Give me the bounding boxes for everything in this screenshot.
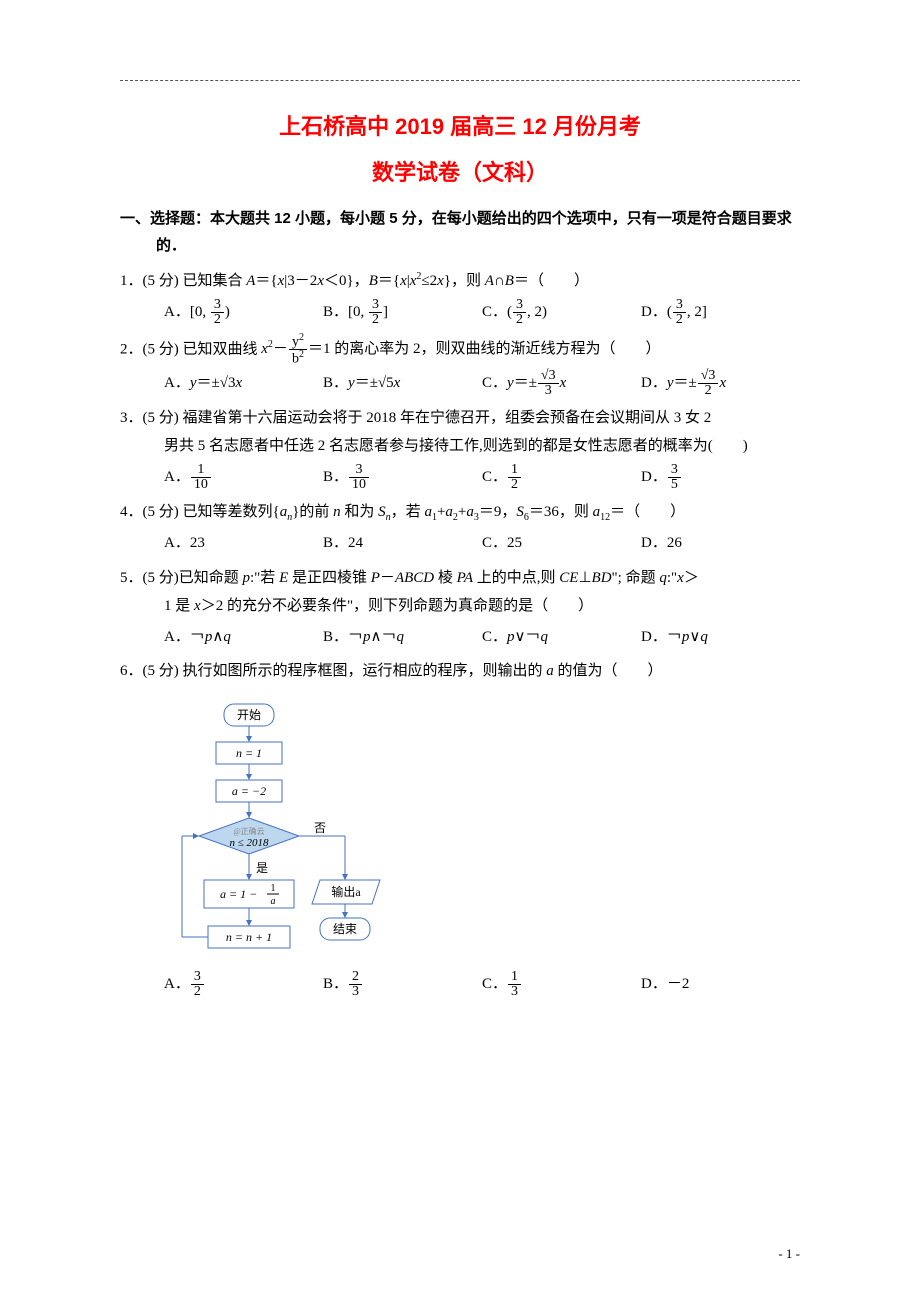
q2-opt-d: D．y＝±√32x xyxy=(641,369,800,398)
q6-options: A．32 B．23 C．13 D．－2 xyxy=(120,970,800,999)
q3-stem-cont: 男共 5 名志愿者中任选 2 名志愿者参与接待工作,则选到的都是女性志愿者的概率… xyxy=(120,432,800,461)
q3-opt-c: C．12 xyxy=(482,463,641,492)
q4-prefix: 4．(5 分) xyxy=(120,504,183,520)
q1-body: A＝{x|3－2x＜0}，B＝{x|x2≤2x}，则 A∩B＝（ ） xyxy=(246,273,589,289)
q1-options: A．[0, 32) B．[0, 32] C．(32, 2) D．(32, 2] xyxy=(120,298,800,327)
q3-options: A．110 B．310 C．12 D．35 xyxy=(120,463,800,492)
q6-opt-a: A．32 xyxy=(164,970,323,999)
q5-opt-a: A．￢p∧q xyxy=(164,623,323,652)
q5-opt-c: C．p∨￢q xyxy=(482,623,641,652)
q3-body: 福建省第十六届运动会将于 2018 年在宁德召开，组委会预备在会议期间从 3 女… xyxy=(183,410,712,426)
q2-opt-a: A．y＝±√3x xyxy=(164,369,323,398)
fc-a2: a = −2 xyxy=(232,784,266,798)
q1-opt-a: A．[0, 32) xyxy=(164,298,323,327)
question-6: 6．(5 分) 执行如图所示的程序框图，运行相应的程序，则输出的 a 的值为（ … xyxy=(120,657,800,999)
question-3: 3．(5 分) 福建省第十六届运动会将于 2018 年在宁德召开，组委会预备在会… xyxy=(120,404,800,492)
q5-opt-d: D．￢p∨q xyxy=(641,623,800,652)
question-1: 1．(5 分) 已知集合 A＝{x|3－2x＜0}，B＝{x|x2≤2x}，则 … xyxy=(120,267,800,327)
q1-stem: 1．(5 分) 已知集合 A＝{x|3－2x＜0}，B＝{x|x2≤2x}，则 … xyxy=(120,267,800,296)
q3-stem: 3．(5 分) 福建省第十六届运动会将于 2018 年在宁德召开，组委会预备在会… xyxy=(120,404,800,433)
q2-opt-c: C．y＝±√33x xyxy=(482,369,641,398)
title-line1: 上石桥高中 2019 届高三 12 月份月考 xyxy=(120,109,800,141)
q4-opt-d: D．26 xyxy=(641,529,800,558)
q5-prefix: 5．(5 分) xyxy=(120,570,179,586)
q4-opt-a: A．23 xyxy=(164,529,323,558)
q6-opt-b: B．23 xyxy=(323,970,482,999)
q5-options: A．￢p∧q B．￢p∧￢q C．p∨￢q D．￢p∨q xyxy=(120,623,800,652)
q1-prefix: 1．(5 分) 已知集合 xyxy=(120,273,246,289)
q3-opt-a: A．110 xyxy=(164,463,323,492)
q6-opt-c: C．13 xyxy=(482,970,641,999)
q3-opt-b: B．310 xyxy=(323,463,482,492)
title-line2: 数学试卷（文科） xyxy=(120,155,800,187)
q2-body: x2－y2b2＝1 的离心率为 2，则双曲线的渐近线方程为（ ） xyxy=(261,341,660,357)
flowchart: 开始 n = 1 a = −2 @正确云 n ≤ 2018 否 xyxy=(120,694,800,964)
q2-opt-b: B．y＝±√5x xyxy=(323,369,482,398)
fc-n1: n = 1 xyxy=(236,746,262,760)
q2-stem: 2．(5 分) 已知双曲线 x2－y2b2＝1 的离心率为 2，则双曲线的渐近线… xyxy=(120,333,800,367)
question-4: 4．(5 分) 已知等差数列{an}的前 n 和为 Sn，若 a1+a2+a3＝… xyxy=(120,498,800,558)
svg-text:a: a xyxy=(271,896,276,907)
q3-opt-d: D．35 xyxy=(641,463,800,492)
q2-options: A．y＝±√3x B．y＝±√5x C．y＝±√33x D．y＝±√32x xyxy=(120,369,800,398)
fc-start: 开始 xyxy=(237,708,261,722)
question-5: 5．(5 分)已知命题 p:"若 E 是正四棱锥 P－ABCD 棱 PA 上的中… xyxy=(120,564,800,652)
q5-opt-b: B．￢p∧￢q xyxy=(323,623,482,652)
q1-opt-d: D．(32, 2] xyxy=(641,298,800,327)
q4-stem: 4．(5 分) 已知等差数列{an}的前 n 和为 Sn，若 a1+a2+a3＝… xyxy=(120,498,800,527)
q5-stem-cont: 1 是 x＞2 的充分不必要条件"，则下列命题为真命题的是（ ） xyxy=(120,592,800,621)
svg-text:a = 1 −: a = 1 − xyxy=(220,887,257,901)
fc-out: 输出a xyxy=(331,884,361,899)
fc-inc: n = n + 1 xyxy=(226,930,272,944)
top-divider xyxy=(120,80,800,81)
q3-prefix: 3．(5 分) xyxy=(120,410,183,426)
fc-end: 结束 xyxy=(333,922,357,936)
page: 上石桥高中 2019 届高三 12 月份月考 数学试卷（文科） 一、选择题：本大… xyxy=(0,0,920,1302)
fc-yes: 是 xyxy=(256,861,268,875)
q5-body: 已知命题 p:"若 E 是正四棱锥 P－ABCD 棱 PA 上的中点,则 CE⊥… xyxy=(179,570,699,586)
svg-text:1: 1 xyxy=(271,883,276,894)
flowchart-svg: 开始 n = 1 a = −2 @正确云 n ≤ 2018 否 xyxy=(164,694,394,964)
q6-opt-d: D．－2 xyxy=(641,970,800,999)
page-number: - 1 - xyxy=(778,1246,800,1262)
q5-stem: 5．(5 分)已知命题 p:"若 E 是正四棱锥 P－ABCD 棱 PA 上的中… xyxy=(120,564,800,593)
fc-no: 否 xyxy=(314,821,326,835)
q6-prefix: 6．(5 分) xyxy=(120,663,183,679)
q1-opt-c: C．(32, 2) xyxy=(482,298,641,327)
fc-watermark: @正确云 xyxy=(233,826,264,836)
q4-body: 已知等差数列{an}的前 n 和为 Sn，若 a1+a2+a3＝9，S6＝36，… xyxy=(183,504,686,520)
q6-stem: 6．(5 分) 执行如图所示的程序框图，运行相应的程序，则输出的 a 的值为（ … xyxy=(120,657,800,686)
q4-opt-b: B．24 xyxy=(323,529,482,558)
q2-prefix: 2．(5 分) 已知双曲线 xyxy=(120,341,261,357)
q6-body: 执行如图所示的程序框图，运行相应的程序，则输出的 a 的值为（ ） xyxy=(183,663,663,679)
fc-cond: n ≤ 2018 xyxy=(229,837,269,849)
section-heading: 一、选择题：本大题共 12 小题，每小题 5 分，在每小题给出的四个选项中，只有… xyxy=(156,205,800,259)
q4-opt-c: C．25 xyxy=(482,529,641,558)
question-2: 2．(5 分) 已知双曲线 x2－y2b2＝1 的离心率为 2，则双曲线的渐近线… xyxy=(120,333,800,398)
q4-options: A．23 B．24 C．25 D．26 xyxy=(120,529,800,558)
q1-opt-b: B．[0, 32] xyxy=(323,298,482,327)
